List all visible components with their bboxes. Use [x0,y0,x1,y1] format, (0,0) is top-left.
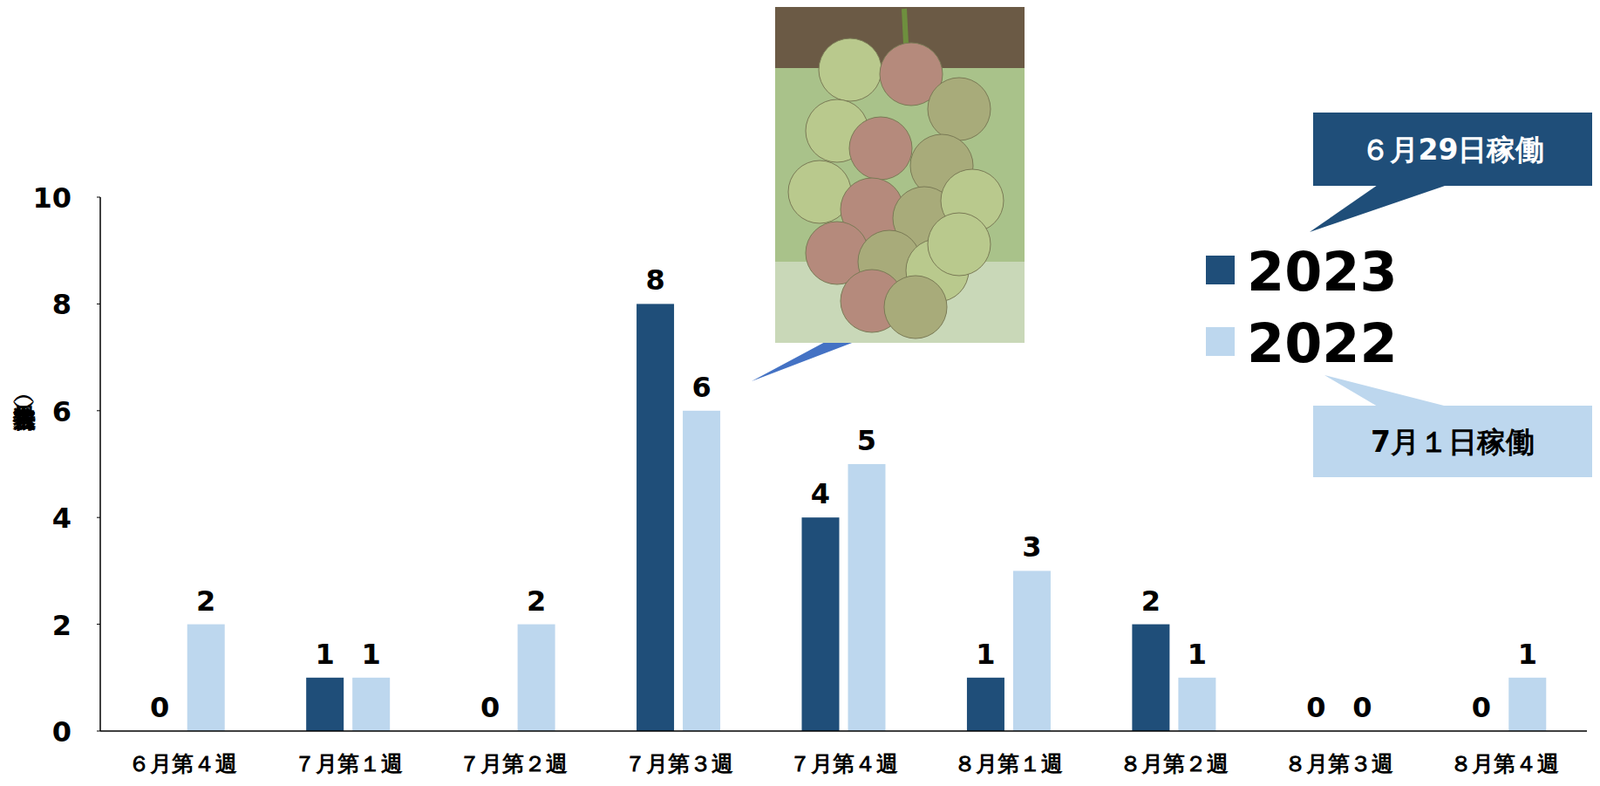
x-tick-label: ８月第４週 [1450,750,1560,777]
x-tick-label: ７月第１週 [293,750,403,777]
data-label: 0 [149,690,170,724]
annotation: 7月１日稼働 [1370,424,1535,459]
data-label: 8 [645,263,665,297]
data-label: 0 [1352,690,1372,724]
bar [187,624,225,731]
photo-grape [927,212,991,276]
callout-pointer [1309,184,1448,232]
data-label: 6 [691,370,711,404]
data-label: 2 [1141,584,1161,618]
x-tick-label: ７月第２週 [458,750,568,777]
photo-grape [818,38,882,102]
x-tick-label: ８月第３週 [1284,750,1394,777]
data-label: 0 [1306,690,1326,724]
callout-box [1313,405,1593,477]
photo-grape [849,116,913,180]
legend-label: 2023 [1246,239,1398,304]
photo-pointer [751,340,859,382]
y-tick-label: 8 [52,287,72,321]
bar [352,677,390,731]
x-tick-label: ６月第４週 [128,750,238,777]
legend-swatch [1205,255,1235,285]
annotation: ６月29日稼働 [1361,132,1546,167]
x-tick-label: ７月第３週 [624,750,734,777]
chart: 0246810被害果数（房）010841200212653101６月第４週７月第… [0,0,1600,786]
legend-label: 2022 [1246,311,1398,375]
bar [1177,677,1216,731]
bar [306,677,344,731]
data-label: 1 [975,637,995,671]
photo-bg [775,6,1025,343]
bar [636,303,675,731]
legend-swatch [1205,326,1235,356]
bar [966,677,1005,731]
x-axis [100,729,1587,732]
callout-box [1313,112,1593,186]
data-label: 5 [857,423,877,457]
bar [1013,570,1051,731]
y-axis-title: 被害果数（房） [11,394,36,431]
y-tick-label: 0 [52,714,72,749]
data-label: 4 [810,476,831,511]
bar [1131,624,1170,731]
bar [517,624,556,731]
annotations: ６月29日稼働 7月１日稼働 [1309,112,1593,477]
callout-pointer [1324,374,1448,407]
data-label: 2 [196,584,216,618]
data-label: 3 [1021,530,1042,564]
bar [1508,677,1546,731]
photo [751,6,1025,382]
bars [187,303,1547,731]
bar [802,517,840,731]
data-label: 1 [1187,637,1207,671]
data-label: 2 [526,584,546,618]
data-label: 1 [1518,637,1538,671]
bar [848,463,886,731]
legend: 2023 2022 [1205,239,1398,375]
photo-grape [884,275,947,339]
bar [682,410,721,731]
data-label: 0 [1471,690,1492,724]
y-tick-label: 4 [52,501,72,535]
y-tick-label: 10 [32,181,72,215]
x-tick-label: ８月第２週 [1119,750,1229,777]
data-label: 1 [361,637,382,671]
y-tick-label: 6 [52,394,72,429]
y-tick-label: 2 [52,608,72,642]
data-label: 0 [480,690,500,724]
x-tick-label: ７月第４週 [789,750,899,777]
y-axis [99,197,102,731]
x-tick-label: ８月第１週 [953,750,1063,777]
photo-grape [927,77,991,141]
data-label: 1 [315,637,335,671]
